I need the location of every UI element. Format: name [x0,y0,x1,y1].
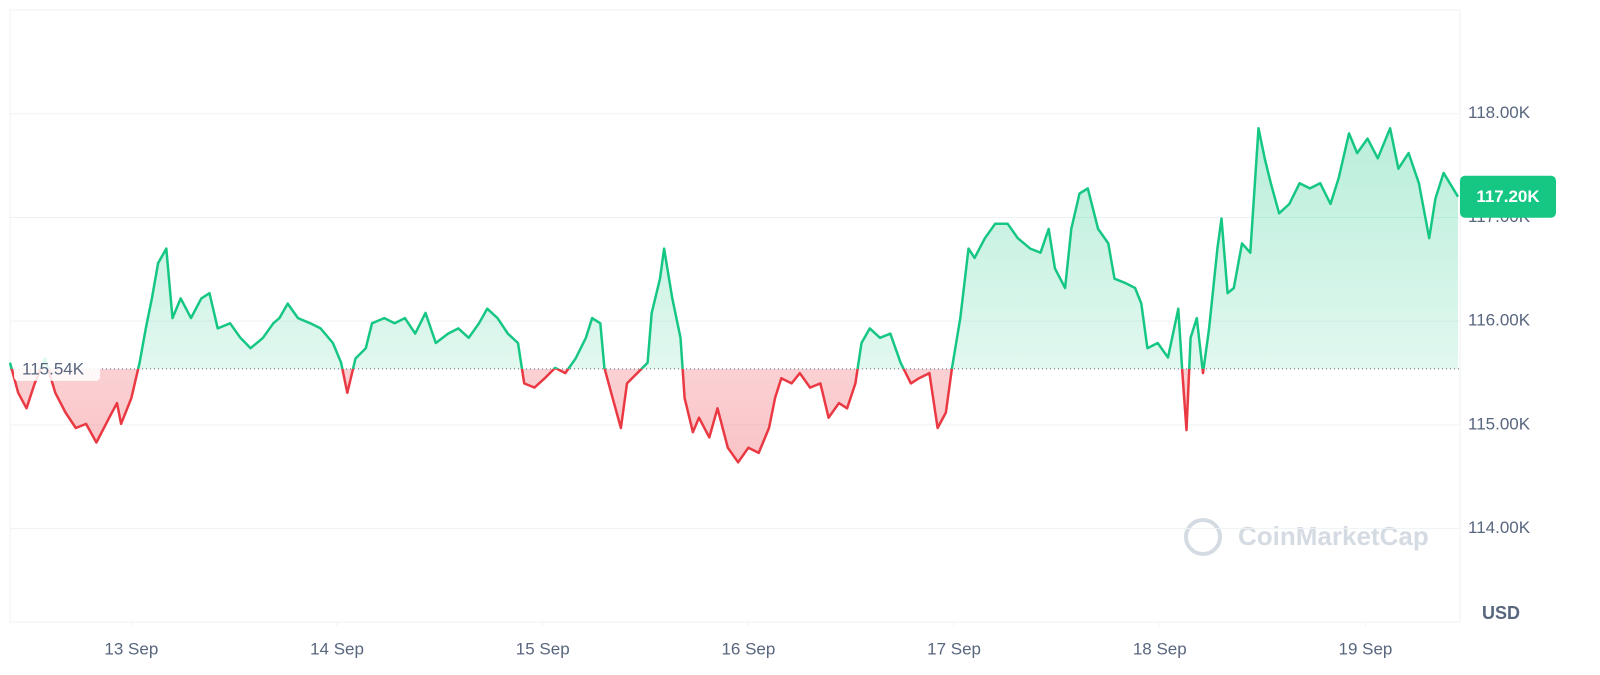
x-tick-label: 19 Sep [1338,639,1392,658]
x-tick-label: 17 Sep [927,639,981,658]
y-tick-label: 118.00K [1468,103,1531,122]
price-line-up [8,127,1460,369]
plot-frame [9,9,1461,623]
area-down [10,368,1458,463]
current-price-badge [1460,175,1556,218]
y-tick-label: 114.00K [1468,518,1531,537]
y-unit: USD [1482,603,1520,623]
baseline-label-bg [14,354,100,381]
area-up [10,128,1458,369]
price-line-down [10,368,1205,464]
watermark: CoinMarketCap [1184,518,1429,556]
x-tick-label: 16 Sep [721,639,775,658]
x-tick-label: 15 Sep [516,639,570,658]
x-tick-label: 14 Sep [310,639,364,658]
x-tick-label: 13 Sep [104,639,158,658]
y-tick-label: 115.00K [1468,414,1531,433]
x-tick-label: 18 Sep [1133,639,1187,658]
baseline-label: 115.54K [22,359,85,378]
current-price-label: 117.20K [1476,187,1540,206]
y-tick-label: 116.00K [1468,311,1531,330]
watermark-text: CoinMarketCap [1238,521,1429,551]
